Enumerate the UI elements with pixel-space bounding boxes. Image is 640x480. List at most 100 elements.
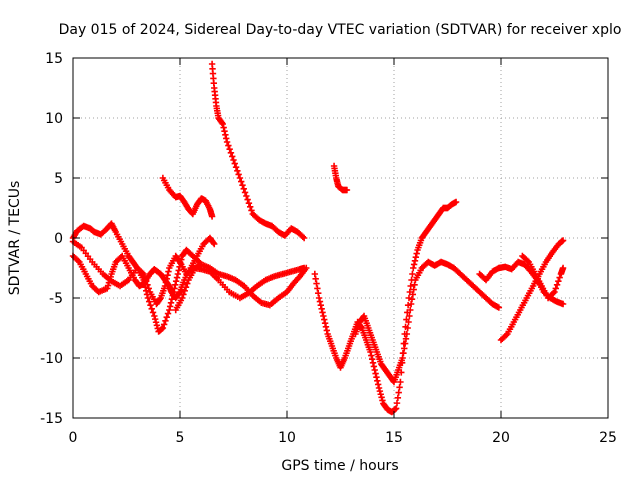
data-point: [239, 182, 246, 189]
series-track-e: [172, 261, 310, 314]
data-point: [219, 120, 226, 128]
data-point: [208, 213, 216, 220]
data-point: [556, 274, 563, 281]
x-tick-label: 15: [385, 430, 403, 446]
data-point: [303, 264, 310, 272]
data-point: [396, 384, 403, 391]
data-point: [164, 272, 171, 279]
data-point: [169, 292, 176, 299]
data-point: [407, 306, 414, 314]
data-point: [343, 186, 351, 194]
data-point: [452, 198, 460, 206]
data-point: [74, 257, 82, 264]
data-point: [379, 397, 386, 404]
data-point: [172, 278, 180, 285]
data-point: [553, 281, 561, 288]
y-axis-label: SDTVAR / TECUs: [7, 181, 23, 296]
data-point: [182, 284, 190, 291]
data-point: [240, 185, 247, 192]
data-point: [312, 275, 319, 282]
data-point: [413, 250, 420, 257]
data-point: [220, 124, 227, 131]
series-track-i: [352, 258, 503, 386]
data-point: [411, 281, 418, 288]
data-point: [177, 260, 184, 267]
data-point: [495, 304, 503, 311]
data-point: [165, 268, 172, 275]
data-point: [402, 335, 410, 342]
series-track-j: [476, 258, 567, 308]
data-point: [163, 314, 170, 321]
data-point: [378, 394, 385, 401]
data-point: [244, 196, 251, 203]
data-point: [407, 282, 414, 290]
data-point: [149, 309, 157, 316]
data-point: [369, 359, 377, 366]
data-point: [368, 356, 376, 363]
data-point: [170, 288, 177, 296]
series-track-l: [519, 252, 567, 302]
data-point: [375, 384, 383, 392]
data-point: [559, 264, 567, 272]
data-point: [559, 237, 567, 244]
data-point: [399, 354, 406, 362]
data-point: [315, 294, 323, 302]
y-tick-label: 0: [54, 231, 63, 247]
data-point: [321, 320, 329, 327]
data-point: [145, 298, 153, 305]
data-point: [322, 323, 330, 330]
data-point: [401, 345, 408, 352]
data-point: [235, 171, 242, 178]
data-point: [147, 302, 154, 309]
data-point: [403, 330, 411, 338]
data-point: [299, 233, 307, 240]
data-point: [166, 303, 174, 310]
data-point: [559, 300, 567, 308]
data-point: [374, 377, 381, 384]
data-point: [232, 164, 240, 171]
data-point: [318, 305, 325, 312]
data-point: [168, 296, 176, 303]
data-point: [315, 290, 322, 297]
data-point: [140, 276, 147, 284]
data-point: [178, 256, 185, 263]
data-point: [152, 319, 160, 326]
data-point: [194, 257, 202, 264]
data-point: [143, 291, 151, 298]
data-point: [401, 340, 409, 347]
data-point: [142, 287, 150, 294]
data-point: [223, 135, 230, 142]
y-tick-label: -5: [49, 291, 63, 307]
x-tick-label: 20: [492, 430, 510, 446]
data-point: [555, 278, 562, 285]
data-point: [368, 352, 375, 359]
data-point: [371, 366, 378, 374]
series-track-d: [159, 174, 216, 220]
data-point: [167, 299, 175, 306]
series-track-f: [208, 60, 308, 242]
data-point: [148, 305, 155, 312]
data-point: [377, 391, 384, 398]
x-axis-label: GPS time / hours: [281, 458, 398, 474]
data-point: [159, 324, 167, 332]
y-tick-label: -10: [40, 351, 63, 367]
data-point: [241, 189, 249, 196]
x-tick-label: 10: [278, 430, 296, 446]
data-point: [227, 149, 235, 156]
data-point: [409, 270, 416, 278]
series-track-k: [497, 237, 567, 344]
data-point: [160, 321, 168, 328]
data-point: [248, 207, 255, 214]
series-track-b: [69, 234, 218, 302]
data-point: [153, 322, 161, 329]
data-point: [175, 290, 183, 297]
data-point: [229, 153, 236, 160]
data-point: [395, 389, 402, 396]
data-point: [221, 128, 228, 135]
data-point: [393, 399, 401, 407]
data-point: [156, 296, 164, 303]
data-point: [243, 192, 250, 200]
data-point: [319, 309, 326, 316]
data-point: [373, 374, 380, 381]
